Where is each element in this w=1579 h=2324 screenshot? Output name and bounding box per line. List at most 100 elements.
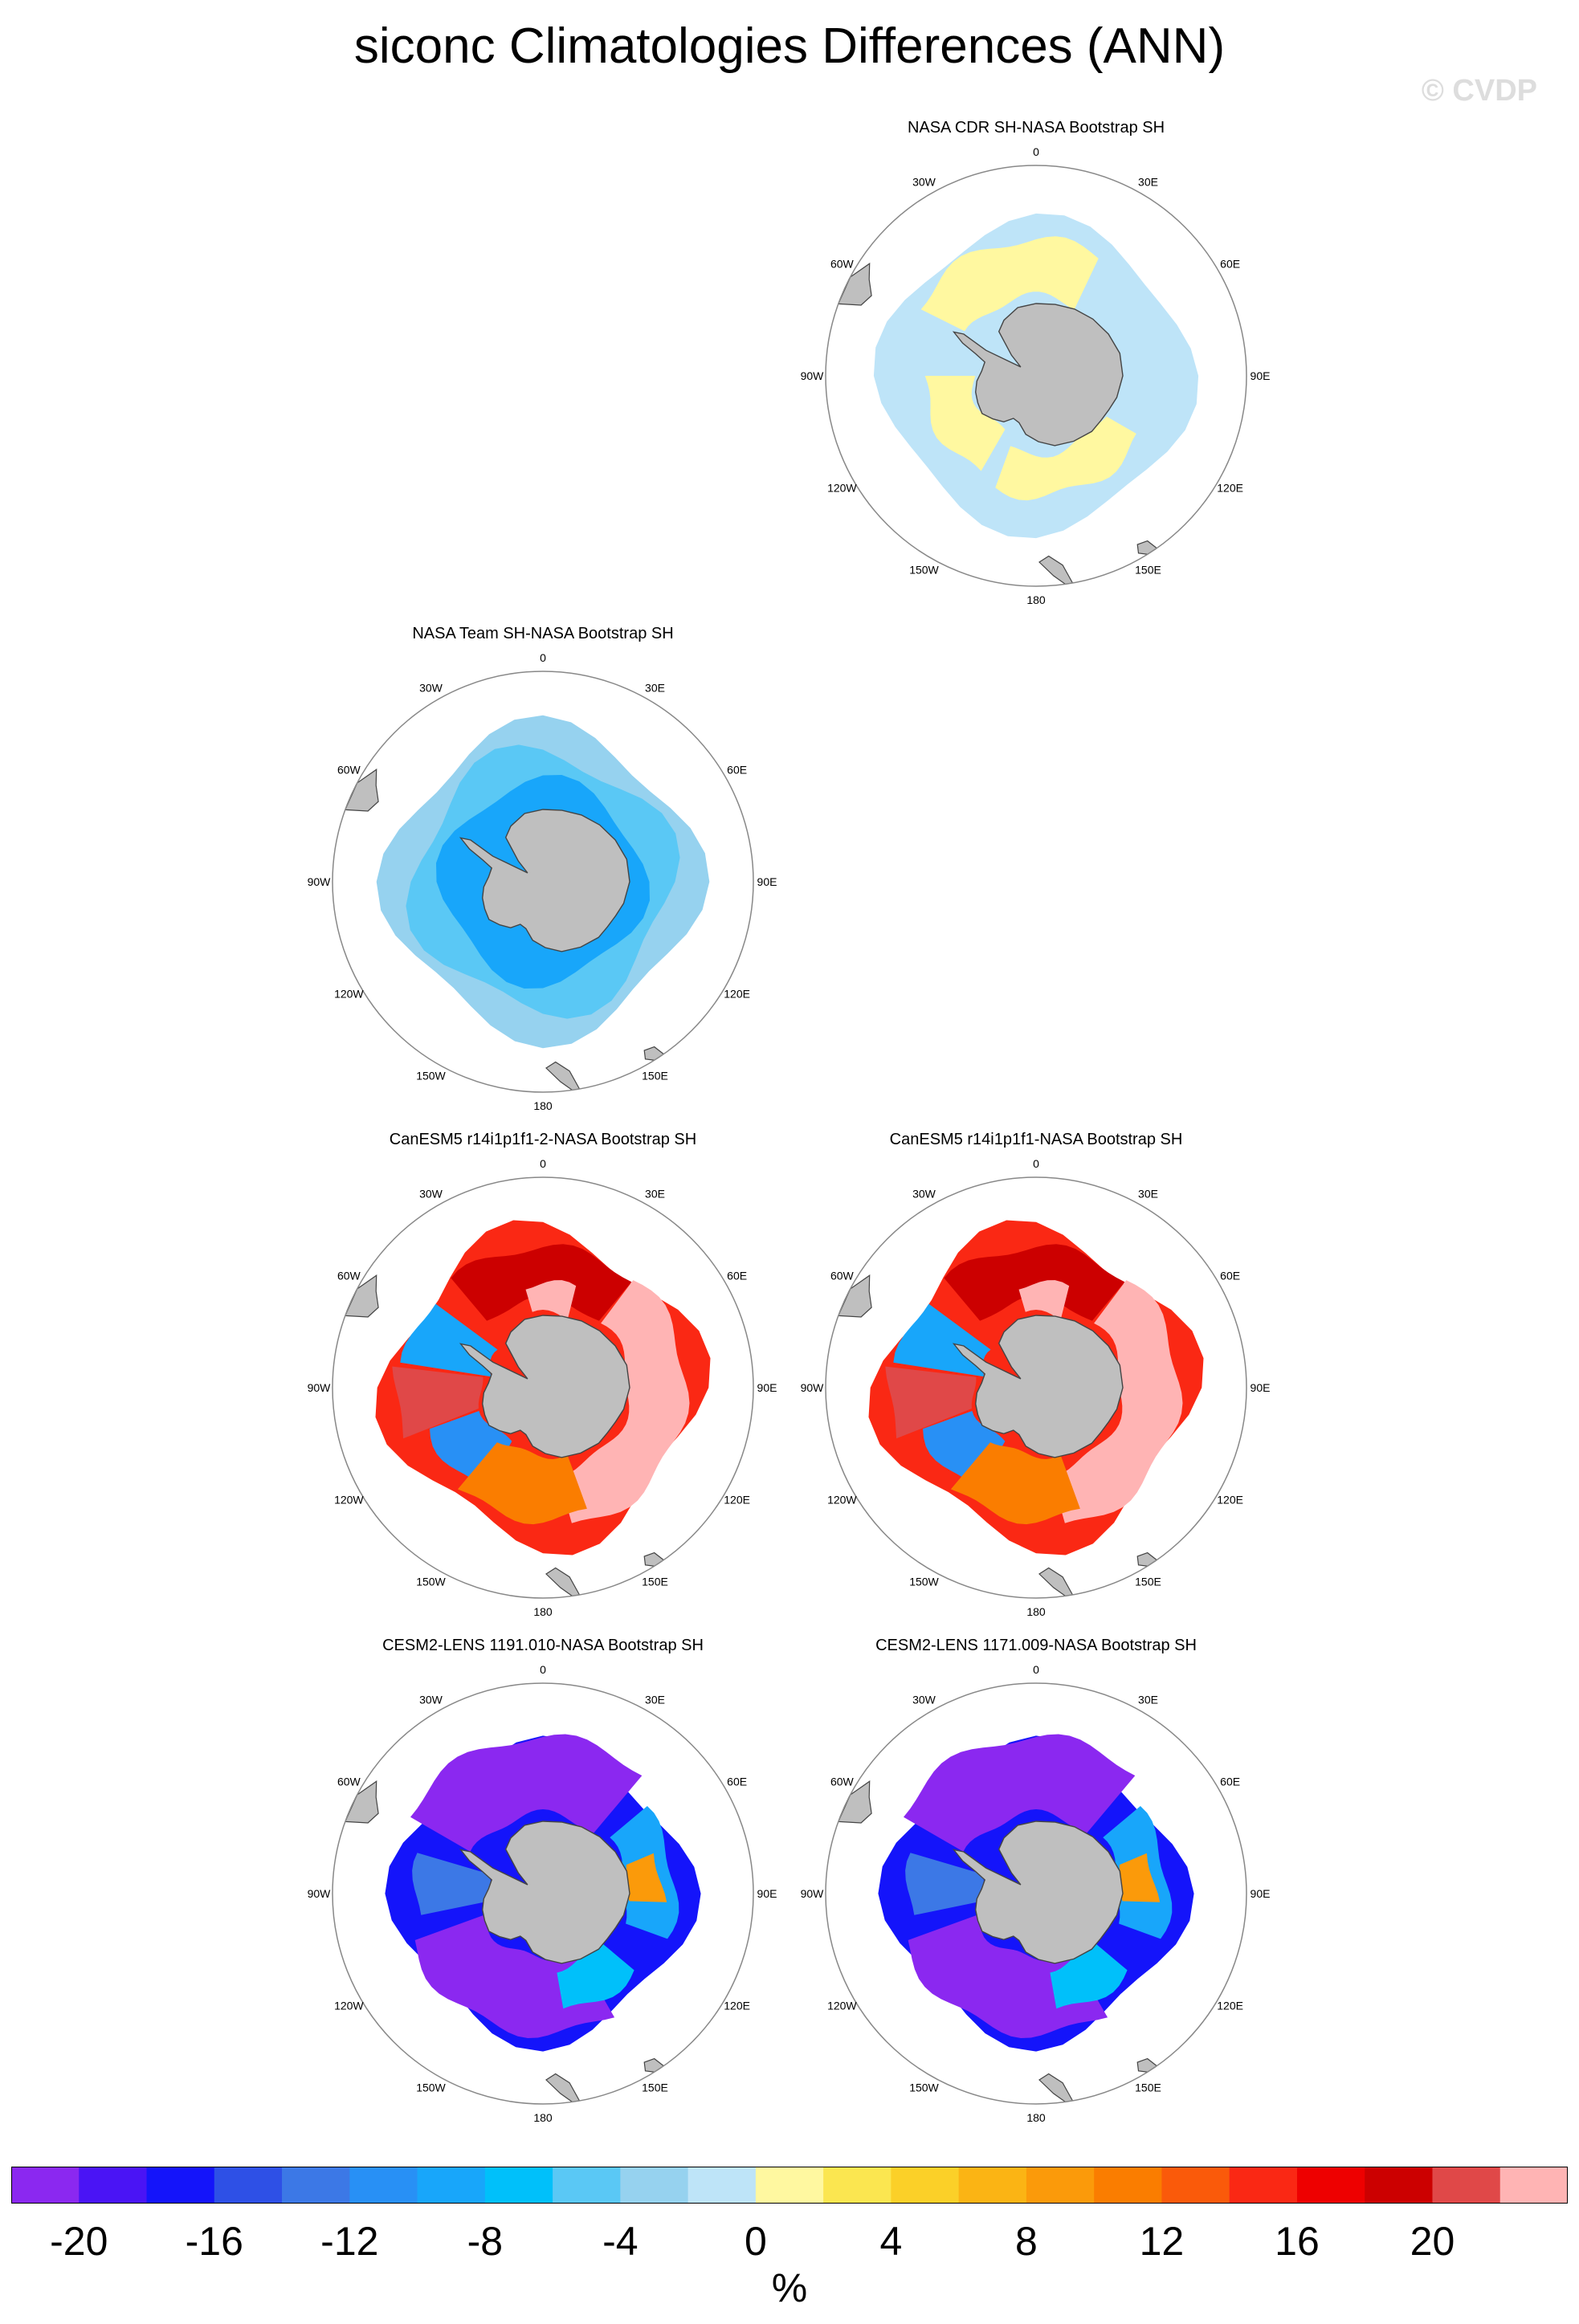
longitude-label: 150E [1135, 564, 1161, 577]
ice-diff-field [525, 1280, 577, 1321]
longitude-label: 30W [419, 681, 443, 694]
longitude-label: 30E [1138, 1693, 1158, 1706]
longitude-label: 120W [827, 482, 857, 495]
longitude-label: 150E [1135, 2081, 1161, 2094]
panel-title: CanESM5 r14i1p1f1-NASA Bootstrap SH [889, 1131, 1183, 1148]
longitude-label: 90E [757, 1381, 777, 1394]
longitude-label: 120E [724, 2000, 750, 2012]
ice-diff-field [944, 1244, 1125, 1321]
ice-diff-field [410, 1734, 643, 1852]
longitude-label: 60E [1220, 1776, 1240, 1788]
longitude-label: 120W [334, 1494, 364, 1507]
colorbar-swatch [1432, 2167, 1501, 2204]
longitude-label: 150W [416, 1576, 446, 1588]
longitude-label: 120E [1217, 1494, 1243, 1507]
colorbar-swatch [891, 2167, 960, 2204]
ice-diff-field [451, 1244, 632, 1321]
longitude-label: 180 [1026, 593, 1046, 606]
longitude-label: 60E [1220, 1270, 1240, 1282]
ice-diff-field [1050, 1942, 1128, 2009]
ice-diff-field [1119, 1853, 1161, 1902]
longitude-label: 120W [334, 2000, 364, 2012]
longitude-label: 90E [757, 1887, 777, 1900]
longitude-label: 150W [909, 564, 939, 577]
map-panel: CESM2-LENS 1171.009-NASA Bootstrap SH 0 30… [787, 1637, 1285, 2151]
longitude-label: 180 [533, 2111, 553, 2124]
longitude-label: 150W [416, 1070, 446, 1082]
ice-diff-field [412, 1853, 492, 1915]
colorbar-tick-label: 0 [744, 2219, 767, 2264]
longitude-label: 30E [1138, 1187, 1158, 1200]
map-boundary [332, 671, 754, 1093]
colorbar-frame [11, 2167, 1568, 2204]
colorbar-swatch [1094, 2167, 1162, 2204]
longitude-label: 60W [830, 258, 855, 271]
longitude-label: 0 [1033, 1157, 1039, 1170]
colorbar-swatch [1229, 2167, 1298, 2204]
longitude-label: 90W [801, 1887, 825, 1900]
colorbar-swatch [349, 2167, 418, 2204]
map-panel: CanESM5 r14i1p1f1-2-NASA Bootstrap SH 0 30… [294, 1131, 792, 1645]
map-boundary [332, 1176, 754, 1599]
colorbar-tick-label: 4 [879, 2219, 903, 2264]
antarctica-land [952, 1315, 1124, 1458]
longitude-label: 90E [1251, 1381, 1271, 1394]
ice-diff-field [904, 1734, 1136, 1852]
polar-map: 0 30E 60E 90E 120E 150E 180 150W 120W 90W 60W 30W [801, 145, 1271, 606]
longitude-label: 120E [1217, 482, 1243, 495]
longitude-label: 30W [912, 1693, 936, 1706]
longitude-label: 150W [909, 1576, 939, 1588]
antarctica-land [459, 1820, 630, 1964]
longitude-label: 120W [827, 1494, 857, 1507]
antarctica-land [459, 1315, 630, 1458]
longitude-label: 60E [1220, 258, 1240, 271]
map-panel: CESM2-LENS 1191.010-NASA Bootstrap SH 0 30… [294, 1637, 792, 2151]
colorbar-tick-label: 12 [1139, 2219, 1185, 2264]
colorbar-swatch [1026, 2167, 1095, 2204]
ice-diff-field [1051, 1280, 1183, 1523]
colorbar-swatch [1161, 2167, 1230, 2204]
polar-map: 0 30E 60E 90E 120E 150E 180 150W 120W 90W 60W 30W [308, 651, 777, 1112]
longitude-label: 30W [912, 175, 936, 188]
longitude-label: 150W [416, 2081, 446, 2094]
longitude-label: 60W [830, 1776, 855, 1788]
colorbar-swatch [823, 2167, 892, 2204]
longitude-label: 30E [645, 681, 665, 694]
colorbar-swatch [214, 2167, 283, 2204]
map-panel: CanESM5 r14i1p1f1-NASA Bootstrap SH 0 30E 6… [787, 1131, 1285, 1645]
colorbar-tick-label: -4 [602, 2219, 639, 2264]
polar-map: 0 30E 60E 90E 120E 150E 180 150W 120W 90W 60W 30W [308, 1663, 777, 2124]
colorbar-swatch [1296, 2167, 1365, 2204]
colorbar-swatch [146, 2167, 215, 2204]
colorbar-swatch [11, 2167, 80, 2204]
colorbar-swatch [1365, 2167, 1433, 2204]
colorbar-swatch [484, 2167, 553, 2204]
polar-map: 0 30E 60E 90E 120E 150E 180 150W 120W 90W 60W 30W [801, 1157, 1271, 1618]
longitude-label: 30E [1138, 175, 1158, 188]
colorbar-swatch [755, 2167, 824, 2204]
longitude-label: 90E [1251, 369, 1271, 382]
colorbar-tick-label: 16 [1275, 2219, 1320, 2264]
longitude-label: 120W [827, 2000, 857, 2012]
colorbar-swatch [553, 2167, 621, 2204]
ice-diff-field [924, 376, 1006, 471]
longitude-label: 180 [533, 1099, 553, 1112]
ice-diff-field [558, 1280, 690, 1523]
colorbar-swatch [687, 2167, 757, 2204]
longitude-label: 90W [801, 369, 825, 382]
polar-map: 0 30E 60E 90E 120E 150E 180 150W 120W 90W 60W 30W [801, 1663, 1271, 2124]
longitude-label: 150E [642, 2081, 668, 2094]
longitude-label: 90W [801, 1381, 825, 1394]
panel-title: NASA Team SH-NASA Bootstrap SH [412, 625, 674, 642]
ice-diff-field [905, 1853, 985, 1915]
colorbar-swatch [79, 2167, 148, 2204]
panel-title: NASA CDR SH-NASA Bootstrap SH [907, 119, 1165, 137]
colorbar-swatch [417, 2167, 486, 2204]
ice-diff-field [885, 1366, 977, 1439]
longitude-label: 30E [645, 1693, 665, 1706]
panel-title: CESM2-LENS 1191.010-NASA Bootstrap SH [382, 1637, 704, 1654]
longitude-label: 90W [308, 1381, 332, 1394]
longitude-label: 60W [337, 764, 361, 777]
longitude-label: 180 [1026, 2111, 1046, 2124]
longitude-label: 120E [724, 1494, 750, 1507]
